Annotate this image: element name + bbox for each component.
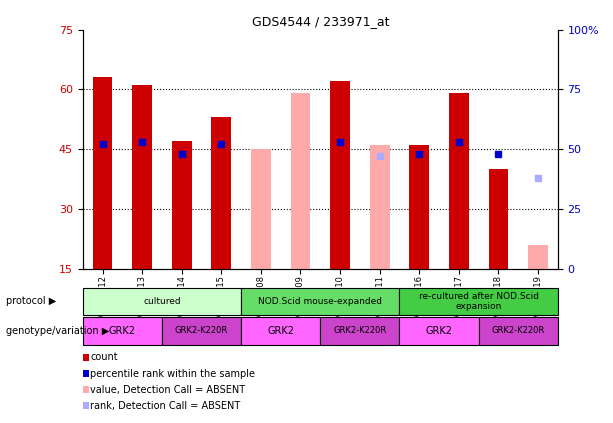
- Text: rank, Detection Call = ABSENT: rank, Detection Call = ABSENT: [91, 401, 241, 411]
- Text: genotype/variation ▶: genotype/variation ▶: [6, 326, 109, 336]
- Bar: [370, 145, 390, 269]
- Bar: [83, 288, 241, 315]
- Text: GRK2-K220R: GRK2-K220R: [492, 327, 545, 335]
- Text: percentile rank within the sample: percentile rank within the sample: [91, 368, 256, 379]
- Bar: [241, 288, 400, 315]
- Bar: [489, 169, 508, 269]
- Text: re-cultured after NOD.Scid
expansion: re-cultured after NOD.Scid expansion: [419, 292, 539, 311]
- Bar: [241, 317, 321, 345]
- Text: NOD.Scid mouse-expanded: NOD.Scid mouse-expanded: [258, 297, 383, 306]
- Text: count: count: [91, 352, 118, 363]
- Text: protocol ▶: protocol ▶: [6, 297, 56, 306]
- Title: GDS4544 / 233971_at: GDS4544 / 233971_at: [251, 16, 389, 28]
- Text: GRK2-K220R: GRK2-K220R: [175, 327, 228, 335]
- Bar: [93, 77, 112, 269]
- Text: GRK2-K220R: GRK2-K220R: [333, 327, 387, 335]
- Bar: [528, 245, 548, 269]
- Bar: [400, 288, 558, 315]
- Bar: [321, 317, 400, 345]
- Text: GRK2: GRK2: [267, 326, 294, 336]
- Bar: [400, 317, 479, 345]
- Bar: [479, 317, 558, 345]
- Text: GRK2: GRK2: [109, 326, 136, 336]
- Text: value, Detection Call = ABSENT: value, Detection Call = ABSENT: [91, 385, 246, 395]
- Bar: [83, 317, 162, 345]
- Bar: [162, 317, 241, 345]
- Bar: [172, 141, 192, 269]
- Bar: [449, 93, 469, 269]
- Bar: [251, 149, 271, 269]
- Bar: [132, 85, 152, 269]
- Text: GRK2: GRK2: [425, 326, 452, 336]
- Bar: [211, 117, 231, 269]
- Bar: [409, 145, 429, 269]
- Bar: [291, 93, 310, 269]
- Text: cultured: cultured: [143, 297, 181, 306]
- Bar: [330, 81, 350, 269]
